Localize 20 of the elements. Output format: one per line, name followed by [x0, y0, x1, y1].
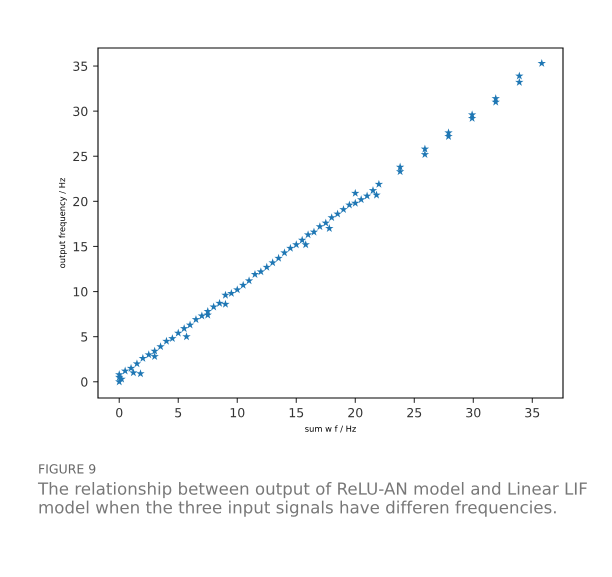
- x-axis-title: sum w f / Hz: [305, 425, 356, 432]
- x-tick-label: 15: [290, 408, 304, 418]
- x-tick-label: 35: [525, 408, 540, 418]
- x-tick-label: 20: [348, 408, 362, 418]
- caption: FIGURE 9: [39, 464, 96, 474]
- text: The relationship between output of ReLU-AN model and Linear LIF model when the three input signals have differen frequencies.: [38, 482, 587, 517]
- y-tick-label: 0: [81, 377, 88, 387]
- y-tick-label: 25: [73, 152, 88, 162]
- y-tick-label: 10: [74, 287, 88, 296]
- y-tick-label: 5: [81, 332, 88, 342]
- y-tick-label: 15: [74, 242, 88, 252]
- x-tick-label: 25: [407, 408, 422, 418]
- x-tick-label: 10: [230, 408, 244, 418]
- y-tick-label: 35: [73, 62, 88, 71]
- x-tick-label: 5: [175, 408, 182, 418]
- y-tick-label: 20: [73, 196, 88, 206]
- x-tick-label: 0: [116, 408, 122, 418]
- x-tick-label: 30: [466, 408, 480, 418]
- y-tick-label: 30: [73, 106, 88, 116]
- y-axis-title: output frequency / Hz: [58, 178, 67, 268]
